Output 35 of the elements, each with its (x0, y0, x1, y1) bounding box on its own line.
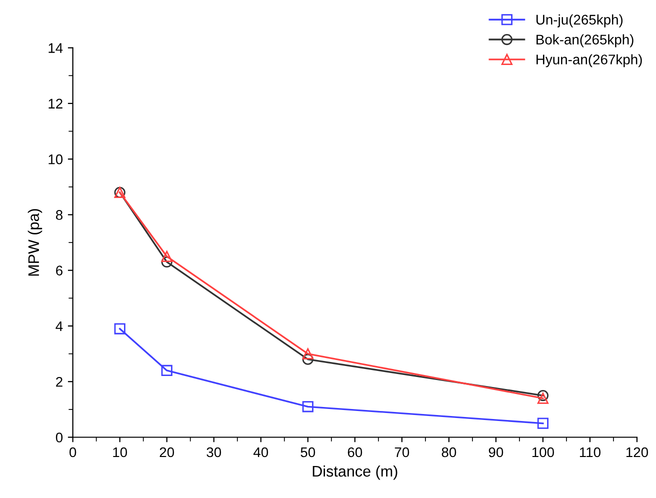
y-tick-label: 12 (48, 98, 62, 108)
y-tick-label: 2 (56, 376, 62, 387)
point (537, 390, 549, 402)
point (537, 418, 549, 429)
y-tick-label: 8 (56, 210, 62, 220)
x-tick-label: 110 (580, 447, 600, 458)
y-tick-label: 6 (56, 266, 62, 276)
point (302, 401, 314, 412)
y-tick-label: 0 (56, 432, 63, 442)
point (537, 392, 549, 404)
legend-label: Bok-an(265kph) (536, 34, 634, 48)
point (161, 250, 172, 262)
y-tick-label: 10 (48, 154, 63, 164)
x-tick-label: 90 (488, 447, 504, 458)
x-tick-label: 100 (532, 447, 554, 458)
x-tick-label: 10 (113, 447, 128, 458)
point (161, 364, 172, 376)
x-tick-label: 70 (394, 447, 410, 458)
y-axis-title: MPW (pa) (28, 209, 42, 276)
x-tick-label: 120 (626, 447, 648, 458)
x-axis-title: Distance (m) (312, 465, 398, 480)
x-tick-label: 30 (206, 447, 222, 458)
point (302, 354, 314, 365)
legend-label: Hyun-an(267kph) (536, 54, 642, 68)
x-tick-label: 20 (160, 447, 174, 458)
y-tick-label: 14 (48, 43, 63, 53)
x-tick-label: 80 (442, 447, 456, 458)
x-tick-label: 40 (253, 447, 268, 458)
point (114, 323, 126, 334)
y-tick-label: 4 (56, 321, 63, 332)
point (302, 348, 314, 360)
x-tick-label: 50 (300, 447, 316, 458)
x-tick-label: 0 (69, 447, 76, 458)
legend-label: Un-ju(265kph) (536, 14, 623, 28)
x-tick-label: 60 (348, 447, 362, 458)
